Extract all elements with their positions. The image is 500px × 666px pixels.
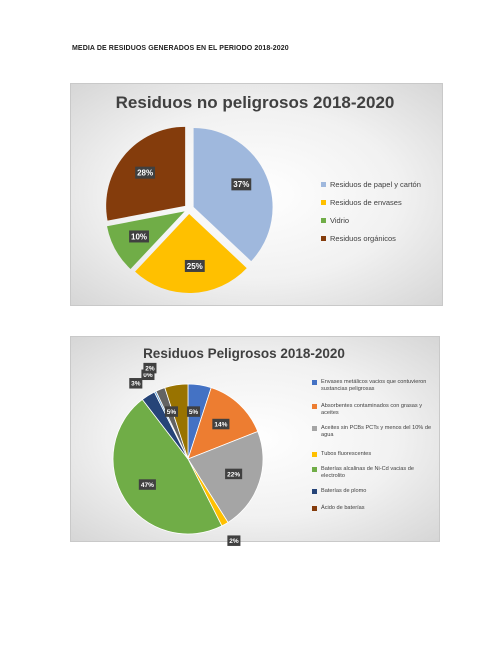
legend-label: Aceites sin PCBs PCTs y menos del 10% de… — [321, 425, 432, 438]
data-label: 10% — [131, 232, 147, 241]
legend-item: Residuos de papel y cartón — [321, 180, 441, 198]
legend-item: Ácido de baterías — [312, 505, 437, 512]
legend-item: Baterías alcalinas de Ni-Cd vacias de el… — [312, 466, 437, 480]
pie-slice — [112, 398, 223, 535]
data-label-box — [143, 362, 157, 374]
legend-swatch — [321, 182, 326, 187]
legend-swatch — [312, 506, 317, 511]
data-label: 2% — [229, 538, 239, 545]
chart-title: Residuos no peligrosos 2018-2020 — [115, 93, 395, 112]
data-label: 3% — [131, 381, 141, 388]
legend-swatch — [312, 426, 317, 431]
legend-label: Baterías de plomo — [321, 488, 367, 494]
legend-item: Residuos de envases — [321, 198, 441, 216]
legend-swatch — [321, 236, 326, 241]
legend-label: Residuos de papel y cartón — [330, 180, 421, 189]
document-heading: MEDIA DE RESIDUOS GENERADOS EN EL PERIOD… — [72, 45, 289, 52]
data-label-box — [164, 406, 179, 417]
legend-item: Aceites sin PCBs PCTs y menos del 10% de… — [312, 425, 437, 439]
legend-label: Residuos orgánicos — [330, 234, 396, 243]
legend-item: Absorbentes contaminados con grasas y ac… — [312, 403, 437, 417]
legend-swatch — [312, 467, 317, 472]
data-label: 0% — [143, 372, 153, 379]
legend-item: Envases metálicos vacios que contuvieron… — [312, 379, 437, 393]
chart-title: Residuos Peligrosos 2018-2020 — [143, 346, 345, 361]
legend-label: Absorbentes contaminados con grasas y ac… — [321, 403, 423, 416]
legend-swatch — [312, 489, 317, 494]
data-label-box — [129, 378, 143, 389]
data-label: 2% — [145, 365, 155, 372]
data-label: 47% — [141, 482, 154, 489]
legend-label: Baterías alcalinas de Ni-Cd vacias de el… — [321, 466, 414, 479]
legend-label: Tubos fluorescentes — [321, 451, 372, 457]
data-label-box — [129, 230, 149, 243]
data-label-box — [184, 259, 205, 272]
data-label: 37% — [233, 180, 249, 189]
data-label-box — [212, 418, 230, 430]
legend-label: Residuos de envases — [330, 198, 402, 207]
pie-slice — [193, 128, 273, 262]
data-label: 14% — [214, 421, 227, 428]
legend-swatch — [312, 380, 317, 385]
data-label: 5% — [189, 409, 199, 416]
legend-item: Tubos fluorescentes — [312, 451, 437, 458]
legend-swatch — [321, 218, 326, 223]
legend-swatch — [321, 200, 326, 205]
data-label-box — [141, 369, 155, 381]
legend-label: Ácido de baterías — [321, 505, 365, 511]
pie-chart-hazardous: 5%14%22%2%47%3%0%2%5% — [112, 362, 264, 546]
legend-label: Vidrio — [330, 216, 350, 225]
data-label-box — [225, 468, 243, 480]
data-label-box — [231, 178, 252, 191]
data-label-box — [135, 166, 156, 179]
legend-swatch — [312, 452, 317, 457]
chart-panel-hazardous: Residuos Peligrosos 2018-2020 5% 14% 22% 2%… — [70, 336, 440, 546]
legend-swatch — [312, 404, 317, 409]
data-label: 25% — [187, 262, 203, 271]
data-label-box — [186, 406, 201, 417]
pie-chart-non-hazardous: 37% 25% 10% 28% — [106, 126, 273, 293]
legend: Envases metálicos vacios que contuvieron… — [312, 379, 437, 512]
chart-panel-non-hazardous: Residuos no peligrosos 2018-2020 37% 25% 1… — [70, 83, 443, 306]
legend-item: Vidrio — [321, 216, 441, 234]
data-label: 28% — [137, 169, 153, 178]
data-label-box — [138, 479, 156, 490]
legend-label: Envases metálicos vacios que contuvieron… — [321, 379, 427, 392]
pie-slice — [135, 213, 247, 293]
legend-item: Baterías de plomo — [312, 488, 437, 495]
legend-item: Residuos orgánicos — [321, 234, 441, 252]
pie-slice — [164, 383, 189, 460]
data-label: 22% — [227, 471, 240, 478]
data-label: 5% — [167, 409, 177, 416]
data-label-box — [227, 535, 241, 546]
legend: Residuos de papel y cartón Residuos de en… — [321, 180, 441, 252]
